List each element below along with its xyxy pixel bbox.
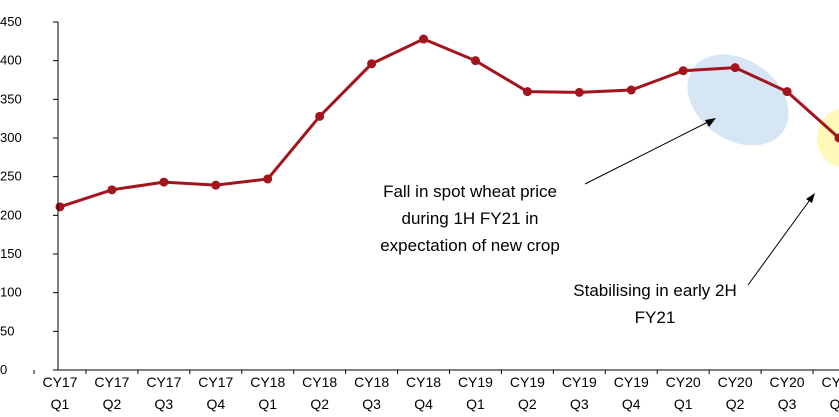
arrow [747, 196, 813, 286]
point [782, 87, 792, 97]
y-tick-label: 50 [0, 323, 14, 338]
point [55, 202, 65, 212]
arrow-head [806, 193, 815, 203]
y-tick-label: 0 [0, 362, 7, 377]
point [159, 177, 169, 187]
y-tick-label: 300 [0, 130, 22, 145]
annotation: expectation of new crop [380, 236, 560, 255]
x-tick-label: CY19 [458, 374, 493, 390]
x-tick-label: Q4 [830, 396, 839, 412]
x-tick-label: CY18 [302, 374, 337, 390]
y-tick-label: 250 [0, 169, 22, 184]
x-tick-label: Q4 [206, 396, 225, 412]
x-tick-label: CY20 [821, 374, 839, 390]
x-tick-label: CY17 [146, 374, 181, 390]
x-tick-label: Q3 [778, 396, 797, 412]
arrow [584, 119, 713, 185]
highlight-blue [687, 54, 789, 146]
y-tick-label: 100 [0, 285, 22, 300]
point [574, 87, 584, 97]
point [367, 59, 377, 69]
x-tick-label: CY19 [562, 374, 597, 390]
x-tick-label: CY18 [406, 374, 441, 390]
x-tick-label: Q4 [622, 396, 641, 412]
y-tick-label: 400 [0, 53, 22, 68]
x-tick-label: CY19 [614, 374, 649, 390]
point [315, 111, 325, 121]
point [211, 180, 221, 190]
x-tick-label: Q3 [570, 396, 589, 412]
x-tick-label: CY17 [198, 374, 233, 390]
x-tick-label: Q3 [155, 396, 174, 412]
point [263, 174, 273, 184]
y-tick-label: 200 [0, 207, 22, 222]
point [678, 66, 688, 76]
y-tick-label: 350 [0, 91, 22, 106]
x-tick-label: CY20 [718, 374, 753, 390]
x-tick-label: CY20 [666, 374, 701, 390]
point [419, 34, 429, 44]
x-tick-label: Q1 [466, 396, 485, 412]
point [470, 56, 480, 66]
x-tick-label: Q2 [103, 396, 122, 412]
x-tick-label: Q2 [726, 396, 745, 412]
x-tick-label: CY18 [354, 374, 389, 390]
point [834, 133, 839, 143]
annotation: during 1H FY21 in [401, 209, 538, 228]
point [107, 185, 117, 195]
x-tick-label: Q1 [51, 396, 70, 412]
point [626, 85, 636, 95]
x-tick-label: Q1 [258, 396, 277, 412]
series-line [59, 37, 839, 209]
x-tick-label: Q2 [518, 396, 537, 412]
annotation: FY21 [635, 308, 676, 327]
x-tick-label: CY18 [250, 374, 285, 390]
x-tick-label: CY17 [94, 374, 129, 390]
annotation: Stabilising in early 2H [573, 281, 736, 300]
point [522, 87, 532, 97]
x-tick-label: Q3 [362, 396, 381, 412]
x-tick-label: Q4 [414, 396, 433, 412]
x-tick-label: CY19 [510, 374, 545, 390]
y-tick-label: 150 [0, 246, 22, 261]
y-tick-label: 450 [0, 14, 22, 29]
point [730, 63, 740, 73]
annotation: Fall in spot wheat price [383, 182, 557, 201]
x-tick-label: CY20 [770, 374, 805, 390]
x-tick-label: CY17 [42, 374, 77, 390]
arrow-head [705, 118, 716, 127]
x-tick-label: Q1 [674, 396, 693, 412]
x-tick-label: Q2 [310, 396, 329, 412]
